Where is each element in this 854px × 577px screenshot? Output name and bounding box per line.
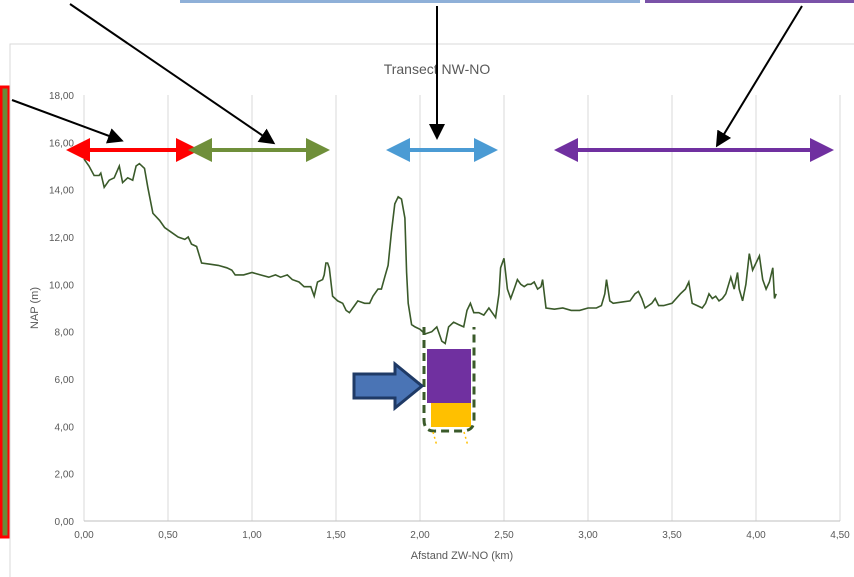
pointer-arrow-2 [69, 3, 276, 145]
x-tick-label: 0,00 [74, 530, 94, 541]
x-tick-label: 2,00 [410, 530, 430, 541]
y-tick-label: 10,00 [49, 280, 74, 291]
y-tick-label: 16,00 [49, 138, 74, 149]
top-strip-blue [180, 0, 640, 3]
series-line [83, 158, 777, 345]
x-axis-ticks: 0,00 0,50 1,00 1,50 2,00 2,50 3,00 3,50 4,00 4,50 [74, 530, 850, 541]
x-tick-label: 1,00 [242, 530, 262, 541]
x-tick-label: 3,00 [578, 530, 598, 541]
y-tick-label: 0,00 [55, 517, 75, 528]
pointer-arrow-1 [11, 99, 124, 144]
y-tick-label: 12,00 [49, 233, 74, 244]
top-strip-purple [645, 0, 854, 3]
x-tick-label: 1,50 [326, 530, 346, 541]
x-tick-label: 4,00 [746, 530, 766, 541]
pointer-arrow-4 [715, 5, 803, 148]
deposit-top-layer [427, 349, 471, 403]
y-tick-label: 14,00 [49, 186, 74, 197]
deposit-bottom-layer [431, 403, 471, 427]
chart-area [9, 43, 854, 577]
y-tick-label: 2,00 [55, 470, 75, 481]
y-tick-label: 18,00 [49, 91, 74, 102]
y-tick-label: 6,00 [55, 375, 75, 386]
photo-strip [0, 86, 9, 538]
x-tick-label: 2,50 [494, 530, 514, 541]
y-axis-ticks: 0,00 2,00 4,00 6,00 8,00 10,00 12,00 14,00 16,00… [49, 91, 74, 528]
deposit-column [422, 327, 476, 447]
deposit-dash-left [432, 431, 438, 447]
x-tick-label: 4,50 [830, 530, 850, 541]
deposit-outline [422, 327, 476, 433]
deposit-dash-right [463, 431, 469, 447]
y-tick-label: 8,00 [55, 328, 75, 339]
photo-frame [0, 85, 11, 539]
x-tick-label: 0,50 [158, 530, 178, 541]
gridlines [83, 95, 841, 522]
x-axis-title: Afstand ZW-NO (km) [411, 550, 513, 562]
x-tick-label: 3,50 [662, 530, 682, 541]
block-arrow [352, 360, 425, 412]
y-axis-title: NAP (m) [29, 287, 41, 329]
y-tick-label: 4,00 [55, 422, 75, 433]
